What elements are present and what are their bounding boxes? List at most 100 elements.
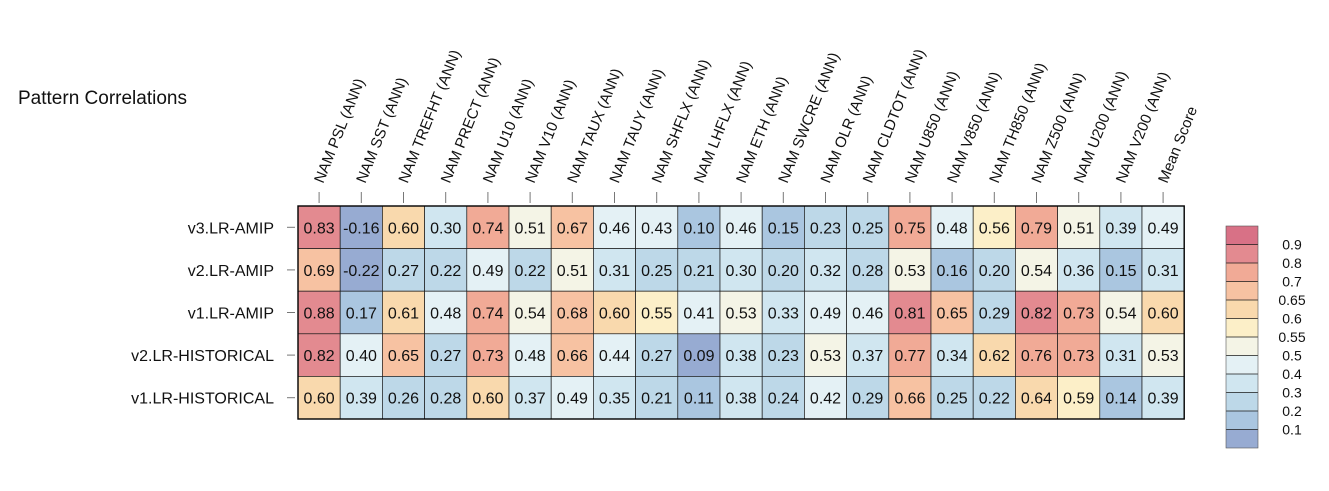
cell-value-label: 0.48 — [515, 348, 546, 365]
heatmap-cell — [1057, 205, 1101, 249]
cell-value-label: 0.20 — [768, 263, 799, 280]
cell-value-label: 0.46 — [599, 220, 630, 237]
cell-value-label: 0.44 — [599, 348, 630, 365]
cell-value-label: 0.32 — [810, 263, 841, 280]
cell-value-label: 0.60 — [1148, 306, 1179, 323]
cell-value-label: 0.30 — [726, 263, 757, 280]
cell-value-label: 0.61 — [388, 306, 419, 323]
cell-value-label: 0.21 — [683, 263, 714, 280]
heatmap-cell — [804, 376, 847, 420]
cell-value-label: 0.73 — [1063, 306, 1094, 323]
cell-value-label: 0.23 — [810, 220, 841, 237]
row-label: v2.LR-AMIP — [188, 263, 274, 280]
cell-value-label: 0.31 — [599, 263, 630, 280]
cell-value-label: 0.53 — [894, 263, 925, 280]
cell-value-label: 0.77 — [894, 348, 925, 365]
cell-value-label: 0.46 — [852, 306, 883, 323]
cell-value-label: 0.39 — [1148, 391, 1179, 408]
colorbar-swatch — [1226, 374, 1258, 393]
heatmap-cell — [1057, 376, 1101, 420]
cell-value-label: 0.75 — [894, 220, 925, 237]
cell-value-label: 0.83 — [304, 220, 335, 237]
colorbar-swatch — [1226, 337, 1258, 356]
cell-value-label: 0.74 — [472, 220, 503, 237]
heatmap-cell — [677, 248, 721, 292]
heatmap-cell — [804, 333, 847, 377]
heatmap-cell — [339, 205, 383, 249]
row-label: v1.LR-HISTORICAL — [131, 391, 274, 408]
cell-value-label: 0.66 — [894, 391, 925, 408]
cell-value-label: 0.66 — [557, 348, 588, 365]
heatmap-cell — [1057, 333, 1101, 377]
heatmap-cell — [593, 205, 636, 249]
heatmap-cell — [1057, 290, 1101, 335]
cell-value-label: 0.54 — [1105, 306, 1136, 323]
cell-value-label: 0.14 — [1105, 391, 1136, 408]
heatmap-cell — [297, 205, 341, 249]
cell-value-label: 0.49 — [810, 306, 841, 323]
heatmap-cell — [1141, 248, 1185, 292]
cell-value-label: 0.74 — [472, 306, 503, 323]
cell-value-label: 0.15 — [768, 220, 799, 237]
cell-value-label: 0.23 — [768, 348, 799, 365]
heatmap-cell — [1099, 333, 1143, 377]
heatmap-cell — [888, 333, 932, 377]
heatmap-cell — [1099, 205, 1143, 249]
heatmap-cell — [761, 376, 805, 420]
heatmap-cell — [593, 290, 636, 335]
cell-value-label: 0.30 — [430, 220, 461, 237]
heatmap-cell — [424, 376, 468, 420]
cell-value-label: 0.27 — [388, 263, 419, 280]
heatmap-cell — [804, 290, 847, 335]
cell-value-label: 0.41 — [683, 306, 714, 323]
colorbar-swatch — [1226, 355, 1258, 374]
colorbar-tick-label: 0.55 — [1278, 329, 1305, 345]
cell-value-label: 0.53 — [726, 306, 757, 323]
colorbar-tick-label: 0.65 — [1278, 292, 1305, 308]
heatmap-cell — [297, 290, 341, 335]
chart-title: Pattern Correlations — [18, 88, 187, 109]
colorbar-tick-label: 0.7 — [1282, 274, 1302, 290]
cell-value-label: 0.76 — [1021, 348, 1052, 365]
cell-value-label: 0.48 — [937, 220, 968, 237]
heatmap-cell — [1099, 376, 1143, 420]
colorbar-tick-label: 0.9 — [1282, 237, 1302, 253]
cell-value-label: 0.20 — [979, 263, 1010, 280]
heatmap-cell — [1141, 376, 1185, 420]
row-label: v1.LR-AMIP — [188, 306, 274, 323]
heatmap-cell — [424, 333, 468, 377]
heatmap-cell — [677, 376, 721, 420]
heatmap-cell — [1141, 333, 1185, 377]
cell-value-label: 0.55 — [641, 306, 672, 323]
heatmap-cell — [930, 376, 974, 420]
colorbar-legend: 0.1 0.2 0.3 0.4 0.5 0.55 0.6 0.65 0.7 0.8 0.9 — [1225, 225, 1306, 449]
colorbar-swatch — [1226, 244, 1258, 263]
cell-value-label: 0.51 — [515, 220, 546, 237]
heatmap-cell — [635, 290, 679, 335]
heatmap-cell — [1015, 205, 1058, 249]
cell-value-label: 0.53 — [1148, 348, 1179, 365]
cell-value-label: 0.69 — [304, 263, 335, 280]
cell-value-label: 0.65 — [937, 306, 968, 323]
cell-value-label: 0.36 — [1063, 263, 1094, 280]
cell-value-label: 0.28 — [430, 391, 461, 408]
cell-value-label: 0.24 — [768, 391, 799, 408]
heatmap-cell — [550, 333, 594, 377]
heatmap-cell — [846, 290, 890, 335]
heatmap-cell — [1141, 205, 1185, 249]
heatmap-border — [297, 205, 1185, 420]
heatmap-cell — [508, 333, 552, 377]
cell-value-label: 0.60 — [472, 391, 503, 408]
colorbar-swatch — [1226, 392, 1258, 411]
colorbar-tick-label: 0.4 — [1282, 366, 1302, 382]
heatmap-cell — [297, 248, 341, 292]
column-label: Mean Score — [1155, 104, 1201, 185]
cell-value-label: 0.25 — [852, 220, 883, 237]
cell-value-label: 0.51 — [557, 263, 588, 280]
cell-value-label: 0.59 — [1063, 391, 1094, 408]
cell-value-label: 0.48 — [430, 306, 461, 323]
cell-value-label: 0.15 — [1105, 263, 1136, 280]
cell-value-label: 0.29 — [852, 391, 883, 408]
heatmap-cell — [846, 333, 890, 377]
